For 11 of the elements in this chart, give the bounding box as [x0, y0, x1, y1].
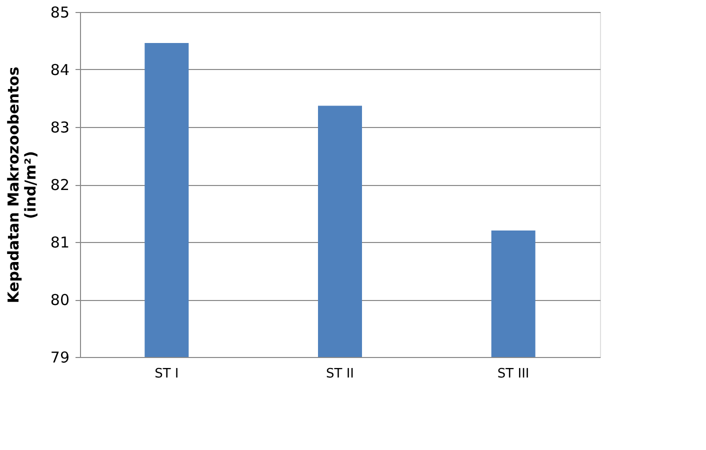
y-tick-label: 83: [50, 118, 70, 136]
y-tick-label: 79: [50, 348, 70, 366]
y-tick-label: 82: [50, 176, 70, 194]
y-tick-label: 80: [50, 291, 70, 309]
y-axis-title: Kepadatan Makrozoobentos (ind/m²): [4, 66, 40, 304]
y-tick-label: 81: [50, 234, 70, 252]
y-tick-label: 85: [50, 4, 70, 22]
y-tick-label: 84: [50, 61, 70, 79]
x-tick-label: ST I: [154, 366, 179, 382]
x-tick-label: ST II: [326, 366, 354, 382]
x-tick-label: ST III: [497, 366, 530, 382]
